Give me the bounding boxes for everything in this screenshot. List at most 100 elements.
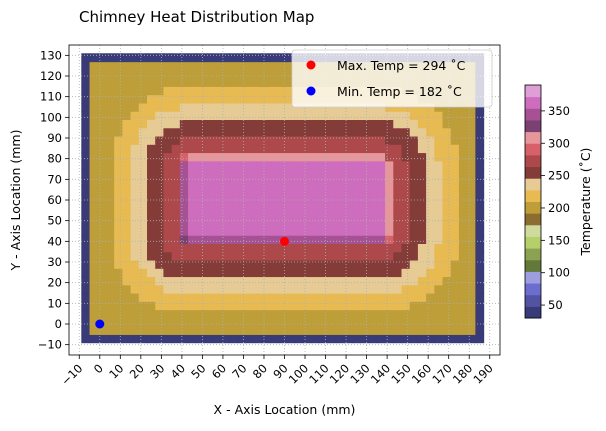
heatmap-cell	[360, 135, 370, 145]
heatmap-cell	[458, 119, 468, 129]
heatmap-cell	[81, 268, 91, 278]
heatmap-cell	[450, 334, 460, 344]
heatmap-cell	[344, 127, 353, 137]
heatmap-cell	[393, 276, 403, 286]
heatmap-cell	[344, 177, 353, 187]
heatmap-cell	[229, 53, 238, 63]
heatmap-cell	[253, 243, 263, 253]
heatmap-cell	[286, 334, 296, 344]
heatmap-cell	[327, 235, 337, 244]
heatmap-cell	[212, 53, 222, 63]
heatmap-cell	[352, 251, 362, 261]
heatmap-cell	[393, 127, 403, 137]
heatmap-cell	[475, 268, 485, 278]
heatmap-cell	[385, 193, 394, 203]
heatmap-cell	[417, 210, 427, 220]
heatmap-cell	[302, 259, 312, 269]
heatmap-cell	[417, 276, 427, 286]
heatmap-cell	[278, 61, 288, 71]
heatmap-cell	[81, 152, 91, 162]
heatmap-cell	[450, 169, 460, 178]
heatmap-cell	[138, 185, 148, 195]
heatmap-cell	[270, 301, 279, 311]
heatmap-cell	[442, 268, 452, 278]
heatmap-cell	[229, 210, 238, 220]
heatmap-cell	[319, 160, 329, 170]
x-axis-label: X - Axis Location (mm)	[214, 402, 356, 417]
heatmap-cell	[138, 276, 148, 286]
heatmap-cell	[188, 127, 197, 137]
heatmap-cell	[393, 111, 403, 120]
heatmap-cell	[335, 119, 345, 129]
heatmap-cell	[311, 202, 320, 211]
heatmap-cell	[188, 251, 197, 261]
heatmap-cell	[163, 309, 173, 319]
heatmap-cell	[385, 169, 394, 178]
heatmap-cell	[302, 210, 312, 220]
heatmap-cell	[442, 177, 452, 187]
heatmap-cell	[212, 177, 222, 187]
heatmap-cell	[393, 243, 403, 253]
heatmap-cell	[311, 334, 320, 344]
heatmap-cell	[81, 177, 91, 187]
heatmap-cell	[335, 111, 345, 120]
heatmap-cell	[261, 69, 271, 79]
heatmap-cell	[237, 293, 247, 302]
heatmap-cell	[212, 276, 222, 286]
heatmap-cell	[163, 94, 173, 104]
heatmap-cell	[122, 317, 132, 327]
heatmap-cell	[204, 177, 214, 187]
heatmap-cell	[171, 78, 181, 87]
heatmap-cell	[155, 86, 165, 96]
heatmap-cell	[138, 193, 148, 203]
heatmap-cell	[130, 86, 140, 96]
heatmap-cell	[352, 135, 362, 145]
heatmap-cell	[261, 127, 271, 137]
heatmap-cell	[467, 293, 476, 302]
heatmap-cell	[335, 326, 345, 335]
heatmap-cell	[220, 334, 230, 344]
heatmap-cell	[458, 243, 468, 253]
heatmap-cell	[179, 235, 189, 244]
heatmap-cell	[188, 86, 197, 96]
heatmap-cell	[171, 86, 181, 96]
heatmap-cell	[319, 111, 329, 120]
heatmap-cell	[130, 301, 140, 311]
heatmap-cell	[409, 202, 419, 211]
heatmap-cell	[196, 111, 206, 120]
heatmap-cell	[229, 226, 238, 236]
heatmap-cell	[286, 61, 296, 71]
heatmap-cell	[81, 317, 91, 327]
heatmap-cell	[311, 111, 320, 120]
heatmap-cell	[450, 268, 460, 278]
heatmap-cell	[327, 251, 337, 261]
heatmap-cell	[253, 226, 263, 236]
heatmap-cell	[360, 309, 370, 319]
heatmap-cell	[294, 202, 304, 211]
heatmap-cell	[114, 317, 123, 327]
heatmap-cell	[352, 185, 362, 195]
heatmap-cell	[467, 152, 476, 162]
heatmap-cell	[105, 251, 115, 261]
heatmap-cell	[417, 135, 427, 145]
heatmap-cell	[146, 177, 156, 187]
heatmap-cell	[278, 202, 288, 211]
heatmap-cell	[220, 144, 230, 154]
colorbar-tick-label: 300	[548, 136, 570, 150]
heatmap-cell	[89, 268, 99, 278]
heatmap-cell	[155, 127, 165, 137]
heatmap-cell	[442, 235, 452, 244]
heatmap-cell	[229, 102, 238, 112]
heatmap-cell	[253, 177, 263, 187]
y-tick-label: 10	[47, 296, 62, 310]
heatmap-cell	[409, 185, 419, 195]
heatmap-cell	[130, 317, 140, 327]
heatmap-cell	[475, 111, 485, 120]
heatmap-cell	[138, 177, 148, 187]
heatmap-cell	[155, 177, 165, 187]
heatmap-cell	[81, 111, 91, 120]
heatmap-cell	[188, 268, 197, 278]
heatmap-cell	[393, 119, 403, 129]
heatmap-cell	[294, 193, 304, 203]
heatmap-cell	[335, 284, 345, 294]
